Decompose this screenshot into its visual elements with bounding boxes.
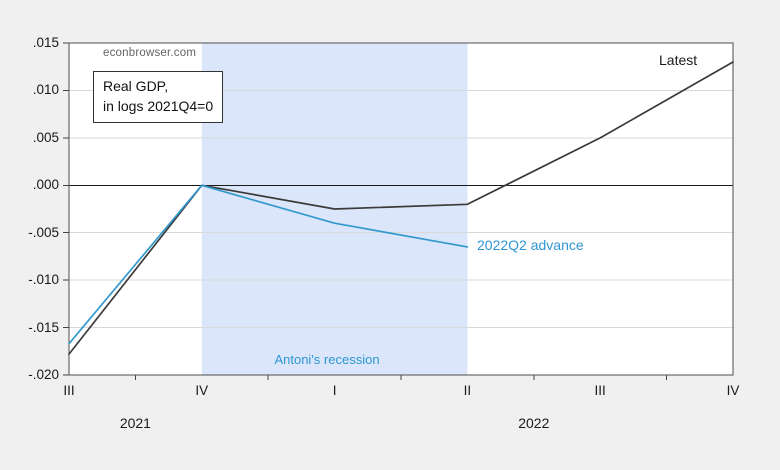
y-axis-tick-label: -.005 <box>28 224 59 240</box>
x-axis-tick-label: II <box>463 383 472 398</box>
chart-note-box: Real GDP, in logs 2021Q4=0 <box>93 71 224 123</box>
series-advance-line <box>68 184 469 345</box>
recession-region-label: Antoni's recession <box>274 352 380 367</box>
note-line-2: in logs 2021Q4=0 <box>103 98 214 114</box>
x-axis-tick-label: III <box>594 383 606 398</box>
y-axis-tick-label: -.020 <box>28 367 59 382</box>
x-axis-tick-label: I <box>332 383 337 398</box>
series-label-advance: 2022Q2 advance <box>477 237 584 253</box>
y-axis-tick-label: .015 <box>32 35 59 50</box>
x-axis-tick-label: IV <box>195 383 209 398</box>
watermark-text: econbrowser.com <box>103 47 197 59</box>
note-line-1: Real GDP, <box>103 78 169 94</box>
x-axis-tick-label: IV <box>726 383 740 398</box>
y-axis-tick-label: -.010 <box>28 272 59 288</box>
y-axis-tick-label: .010 <box>32 82 59 98</box>
y-axis-tick-label: .000 <box>32 177 59 193</box>
x-axis-year-label: 2022 <box>518 415 550 431</box>
series-label-latest: Latest <box>659 52 698 68</box>
y-axis-tick-label: -.015 <box>28 319 59 335</box>
x-axis-tick-label: III <box>63 383 75 398</box>
plot-border <box>68 42 734 376</box>
y-axis-tick-label: .005 <box>32 129 59 145</box>
series-latest-line <box>68 61 734 355</box>
x-axis-year-label: 2021 <box>119 415 151 431</box>
